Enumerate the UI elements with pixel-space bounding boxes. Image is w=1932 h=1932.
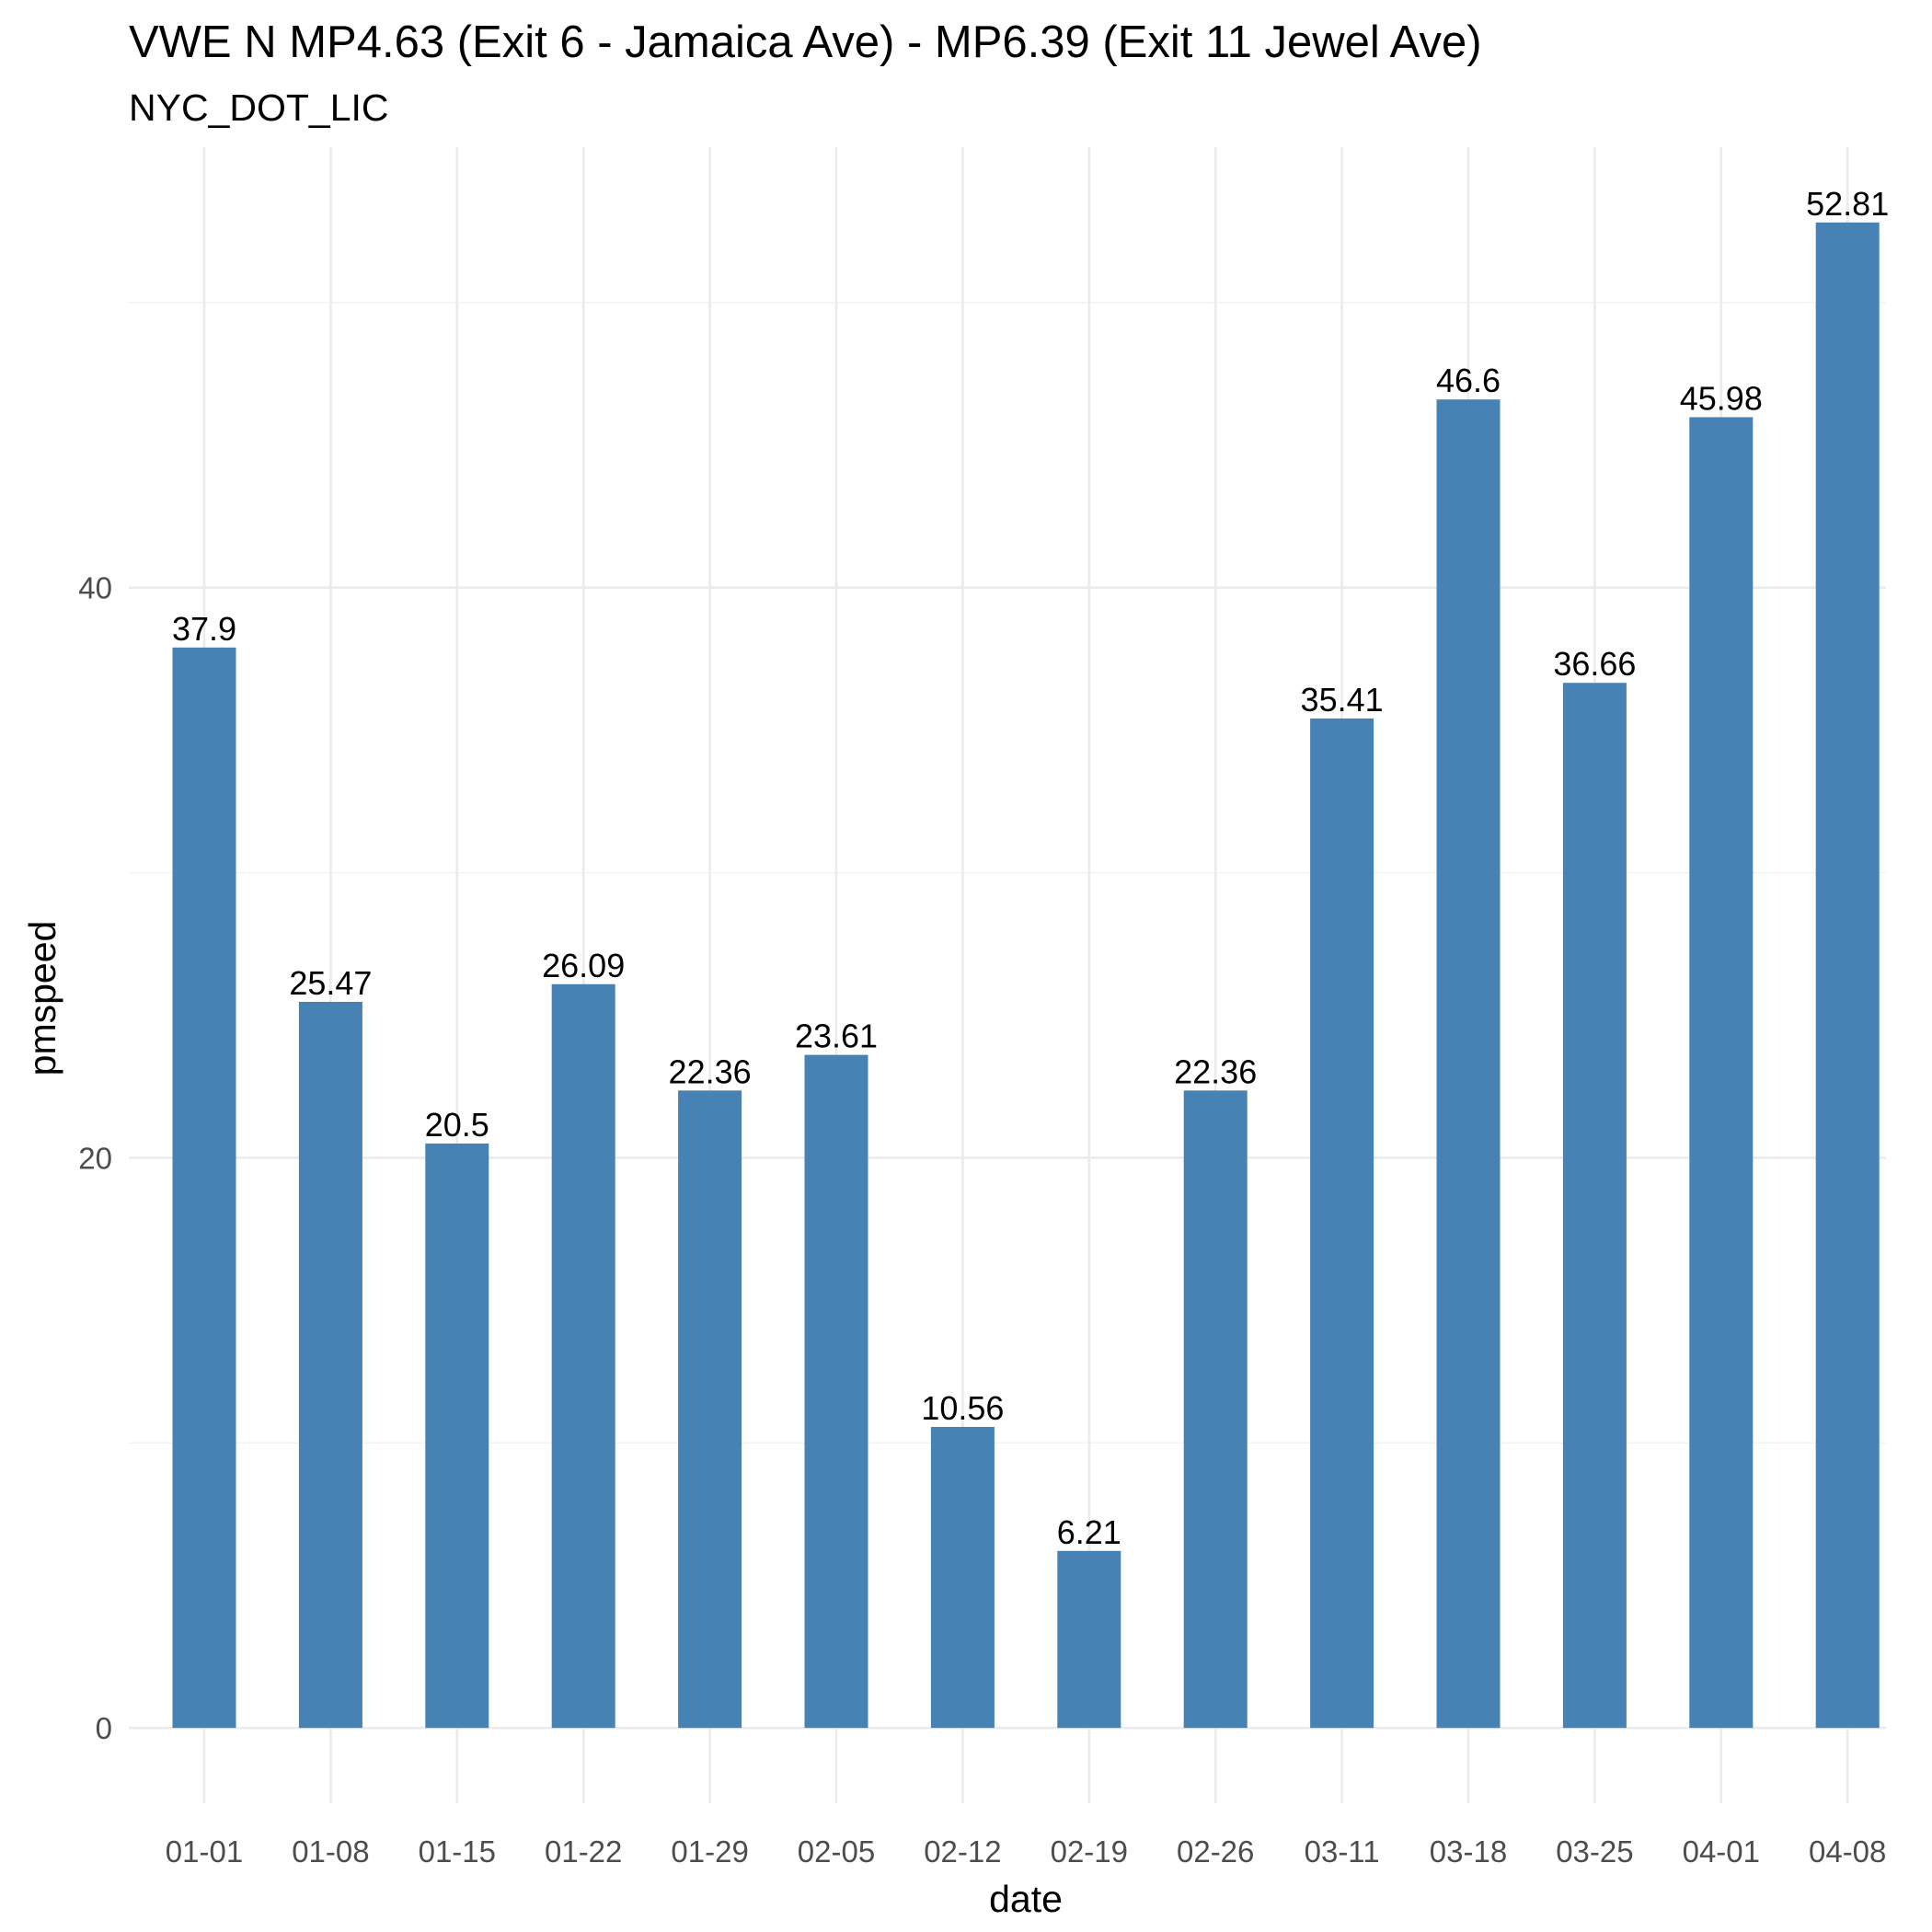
data-label: 46.6	[1436, 362, 1501, 399]
bar	[1057, 1550, 1121, 1729]
x-tick-label: 02-19	[1051, 1834, 1128, 1869]
y-tick-label: 0	[96, 1711, 112, 1745]
x-tick-label: 03-11	[1305, 1834, 1380, 1869]
data-label: 22.36	[669, 1052, 752, 1090]
x-tick-label: 01-15	[419, 1834, 496, 1869]
data-label: 22.36	[1174, 1052, 1257, 1090]
x-tick-label: 03-25	[1556, 1834, 1633, 1869]
x-axis-ticks: 01-01 01-08 01-15 01-22 01-29 02-05 02-12 02-19…	[166, 1834, 1887, 1869]
bar	[551, 983, 615, 1729]
y-tick-label: 20	[78, 1141, 112, 1175]
x-tick-label: 04-08	[1809, 1834, 1886, 1869]
bar	[1310, 718, 1374, 1729]
x-tick-label: 02-05	[798, 1834, 875, 1869]
bar	[930, 1426, 995, 1729]
y-tick-label: 40	[78, 571, 112, 605]
y-axis-title: pmspeed	[21, 921, 63, 1076]
x-tick-label: 01-08	[292, 1834, 369, 1869]
x-tick-label: 02-26	[1177, 1834, 1254, 1869]
bar	[1815, 222, 1880, 1729]
bar	[804, 1054, 868, 1729]
x-tick-label: 03-18	[1430, 1834, 1507, 1869]
data-label: 45.98	[1680, 379, 1763, 417]
data-label: 26.09	[542, 947, 625, 984]
x-tick-label: 02-12	[924, 1834, 1001, 1869]
data-labels: 37.9 25.47 20.5 26.09 22.36 23.61 10.56 6.21 22.…	[172, 185, 1889, 1551]
bar	[1183, 1090, 1248, 1729]
data-label: 25.47	[289, 964, 372, 1002]
data-label: 52.81	[1806, 185, 1889, 223]
bar	[425, 1143, 489, 1729]
data-label: 20.5	[425, 1106, 489, 1144]
bar	[298, 1001, 362, 1729]
data-label: 23.61	[795, 1018, 878, 1055]
bar	[1436, 399, 1501, 1729]
x-axis-title: date	[989, 1878, 1063, 1920]
x-tick-label: 01-22	[545, 1834, 622, 1869]
bar	[1562, 683, 1627, 1729]
bar	[1689, 417, 1754, 1729]
y-axis-ticks: 0 20 40	[78, 571, 112, 1745]
data-label: 6.21	[1057, 1513, 1121, 1551]
data-label: 37.9	[172, 610, 236, 648]
data-label: 35.41	[1301, 681, 1384, 719]
bars	[172, 222, 1880, 1729]
x-tick-label: 04-01	[1683, 1834, 1760, 1869]
x-tick-label: 01-29	[671, 1834, 748, 1869]
bar	[678, 1090, 742, 1729]
chart-title: VWE N MP4.63 (Exit 6 - Jamaica Ave) - MP…	[129, 17, 1482, 67]
x-tick-label: 01-01	[166, 1834, 243, 1869]
data-label: 10.56	[921, 1389, 1004, 1427]
data-label: 36.66	[1553, 645, 1636, 683]
bar	[172, 647, 236, 1729]
chart-subtitle: NYC_DOT_LIC	[129, 86, 389, 129]
